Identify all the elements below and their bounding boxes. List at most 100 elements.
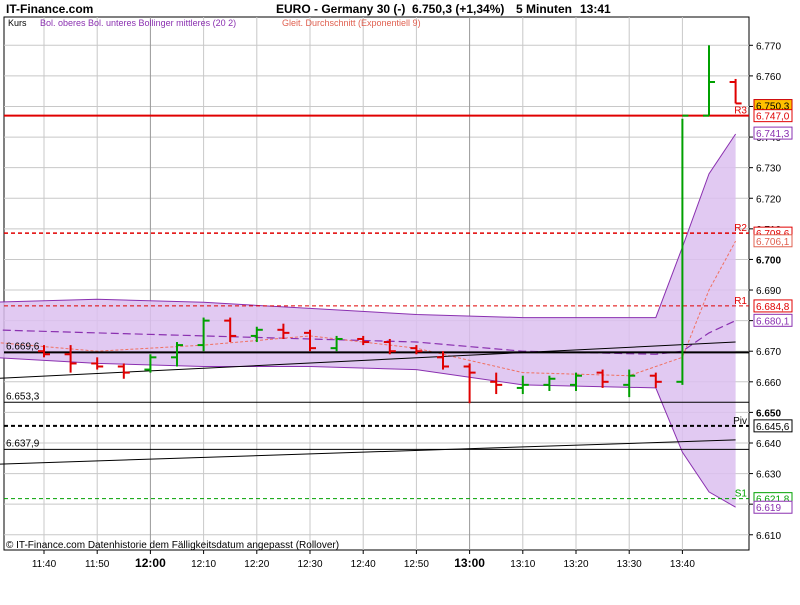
- y-tick-label: 6.650: [756, 408, 781, 419]
- badge-box: [753, 109, 793, 123]
- ohlc-bar: [304, 329, 316, 352]
- level-label: 6.653,3: [6, 391, 40, 402]
- bollinger-band: [0, 133, 737, 508]
- y-tick-label: 6.610: [756, 531, 781, 542]
- ohlc-bar: [729, 78, 742, 105]
- legend-kurs: Kurs: [8, 18, 27, 28]
- x-axis: 11:40 11:50 12:00 12:10 12:20 12:30 12:40 12:50…: [32, 550, 695, 570]
- level-label: R1: [734, 296, 747, 307]
- trend-line: [0, 439, 736, 465]
- badge-text: 6.645,6: [756, 422, 790, 433]
- level-lines: R3 R2 R1 Piv S1 6.669,6 6.653,3 6.637,9: [0, 106, 749, 500]
- last-price: 6.750,3 (+1,34%): [412, 2, 504, 16]
- ohlc-bar: [91, 357, 104, 370]
- ohlc-bar: [570, 372, 582, 391]
- badge-text: 6.741,3: [756, 129, 790, 140]
- ohlc-bar: [543, 375, 556, 391]
- level-label: S1: [735, 489, 748, 500]
- ohlc-bar: [144, 354, 157, 373]
- ohlc-bar: [596, 369, 609, 388]
- ohlc-bar: [117, 363, 130, 379]
- legend-ema: Gleit. Durchschnitt (Exponentiell 9): [282, 18, 421, 28]
- time-label: 13:41: [580, 2, 611, 16]
- x-tick-label: 12:10: [191, 559, 216, 570]
- ohlc-bar: [463, 363, 476, 404]
- y-tick-label: 6.660: [756, 378, 781, 389]
- badge-box: [753, 234, 793, 248]
- x-tick-label: 13:00: [454, 556, 485, 570]
- level-label: Piv: [733, 416, 747, 427]
- x-tick-label: 13:30: [617, 559, 642, 570]
- ohlc-bar: [38, 345, 50, 358]
- ohlc-bar: [649, 372, 662, 388]
- price-badge: 6.680,1: [753, 313, 793, 327]
- badge-box: [753, 500, 793, 514]
- price-badge: 6.741,3: [753, 126, 793, 140]
- interval-label: 5 Minuten: [516, 2, 572, 16]
- y-tick-label: 6.690: [756, 286, 781, 297]
- bollinger-middle-line: [0, 320, 736, 355]
- y-tick-label: 6.670: [756, 347, 781, 358]
- ohlc-bar: [437, 351, 449, 370]
- y-tick-label: 6.720: [756, 194, 781, 205]
- site-name: IT-Finance.com: [6, 2, 93, 16]
- badge-box: [753, 419, 793, 433]
- y-tick-label: 6.730: [756, 164, 781, 175]
- x-tick-label: 12:30: [297, 559, 322, 570]
- x-tick-label: 12:00: [135, 556, 166, 570]
- instrument-name: EURO - Germany 30 (-): [276, 2, 405, 16]
- level-label: R3: [734, 106, 747, 117]
- price-badge: 6.706,1: [753, 234, 793, 248]
- price-badge: 6.747,0: [753, 109, 793, 123]
- footer-note: © IT-Finance.com Datenhistorie dem Fälli…: [6, 540, 339, 551]
- ohlc-bar: [490, 372, 503, 395]
- ohlc-bar: [410, 345, 423, 355]
- level-label: 6.637,9: [6, 438, 40, 449]
- plot-area: [3, 16, 750, 551]
- ema-line: [0, 240, 737, 377]
- badge-box: [753, 126, 793, 140]
- x-tick-label: 11:50: [85, 559, 110, 570]
- ohlc-bar: [676, 114, 689, 385]
- price-badge: 6.684,8: [753, 299, 793, 313]
- x-tick-label: 11:40: [32, 559, 57, 570]
- badge-text: 6.680,1: [756, 316, 790, 327]
- legend-bollinger: Bol. oberes Bol. unteres Bollinger mittl…: [40, 18, 236, 28]
- bollinger-fill: [0, 134, 736, 508]
- ohlc-bar: [250, 326, 263, 343]
- bollinger-upper-line: [0, 133, 737, 319]
- ohlc-bar: [277, 323, 290, 339]
- y-tick-label: 6.760: [756, 72, 781, 83]
- ohlc-bar: [703, 45, 715, 117]
- y-tick-label: 6.630: [756, 470, 781, 481]
- badge-box: [753, 299, 793, 313]
- grid: [4, 17, 749, 550]
- ohlc-bar: [64, 345, 77, 373]
- y-tick-label: 6.640: [756, 439, 781, 450]
- badge-text: 6.621,8: [756, 495, 790, 506]
- price-badge: 6.750,3: [753, 99, 793, 113]
- ohlc-bar: [516, 375, 529, 395]
- x-tick-label: 12:20: [244, 559, 269, 570]
- y-tick-label: 6.700: [756, 255, 781, 266]
- x-tick-label: 13:40: [670, 559, 695, 570]
- badge-text: 6.747,0: [756, 112, 790, 123]
- level-label: R2: [734, 223, 747, 234]
- trend-line: [0, 341, 736, 379]
- x-tick-label: 13:20: [563, 559, 588, 570]
- price-badge: 6.645,6: [753, 419, 793, 433]
- badge-text: 6.706,1: [756, 237, 790, 248]
- badge-text: 6.684,8: [756, 302, 790, 313]
- y-tick-label: 6.770: [756, 41, 781, 52]
- x-tick-label: 12:50: [404, 559, 429, 570]
- ohlc-bar: [171, 342, 183, 367]
- ohlc-bar: [383, 338, 396, 355]
- ohlc-bar: [357, 335, 370, 346]
- price-badges: 6.750,36.747,06.741,36.708,66.706,16.684…: [753, 99, 793, 514]
- badge-box: [753, 313, 793, 327]
- ohlc-bar: [330, 335, 343, 352]
- level-label: 6.669,6: [6, 341, 40, 352]
- x-tick-label: 13:10: [510, 559, 535, 570]
